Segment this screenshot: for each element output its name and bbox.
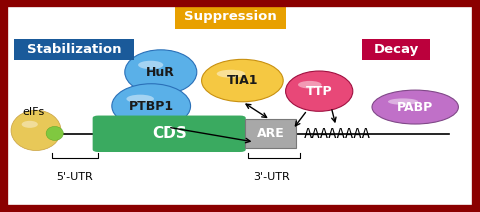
Text: Suppression: Suppression xyxy=(184,10,277,24)
Text: ARE: ARE xyxy=(257,127,284,140)
Ellipse shape xyxy=(112,84,191,128)
Text: Stabilization: Stabilization xyxy=(27,43,121,56)
Ellipse shape xyxy=(202,59,283,102)
Ellipse shape xyxy=(46,126,63,140)
Ellipse shape xyxy=(286,71,353,111)
Ellipse shape xyxy=(298,81,322,89)
Text: CDS: CDS xyxy=(152,126,187,141)
Text: PABP: PABP xyxy=(397,100,433,114)
Ellipse shape xyxy=(22,121,38,128)
Ellipse shape xyxy=(125,50,197,94)
Text: Decay: Decay xyxy=(373,43,419,56)
FancyBboxPatch shape xyxy=(14,39,134,60)
FancyBboxPatch shape xyxy=(175,5,286,29)
Text: AAAAAAAA: AAAAAAAA xyxy=(303,127,371,141)
Ellipse shape xyxy=(388,98,418,105)
Ellipse shape xyxy=(372,90,458,124)
Ellipse shape xyxy=(216,70,245,78)
Text: 5'-UTR: 5'-UTR xyxy=(57,172,93,182)
Text: TTP: TTP xyxy=(306,85,333,98)
FancyBboxPatch shape xyxy=(362,39,430,60)
Text: 3'-UTR: 3'-UTR xyxy=(253,172,289,182)
Ellipse shape xyxy=(138,61,163,69)
Text: eIFs: eIFs xyxy=(23,107,45,117)
FancyBboxPatch shape xyxy=(93,116,246,152)
Ellipse shape xyxy=(11,110,61,151)
Ellipse shape xyxy=(126,95,154,103)
Text: TIA1: TIA1 xyxy=(227,74,258,87)
Text: HuR: HuR xyxy=(146,66,175,79)
Text: PTBP1: PTBP1 xyxy=(129,99,174,113)
FancyBboxPatch shape xyxy=(245,119,296,148)
